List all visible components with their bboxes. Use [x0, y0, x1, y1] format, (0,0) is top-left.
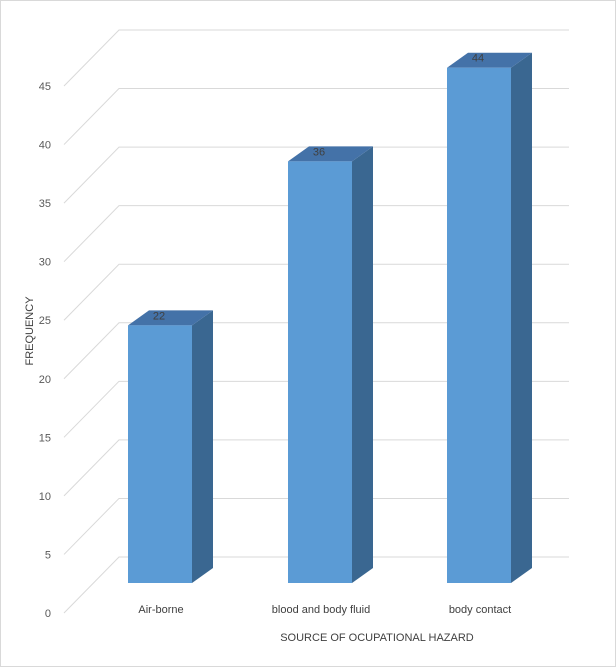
bar: 36: [288, 146, 373, 583]
y-tick-label: 10: [39, 491, 51, 503]
y-tick-label: 35: [39, 198, 51, 210]
x-category-label: Air-borne: [138, 604, 183, 616]
bar-side: [511, 52, 532, 583]
y-tick-label: 20: [39, 374, 51, 386]
gridline: [63, 29, 569, 87]
bars: 22 36 44: [128, 52, 532, 583]
y-tick-label: 40: [39, 140, 51, 152]
y-axis-title: FREQUENCY: [24, 296, 36, 366]
x-axis-categories: Air-borne blood and body fluid body contac…: [138, 604, 511, 616]
y-axis-ticks: 0 5 10 15 20 25 30 35 40 45: [39, 81, 51, 620]
gridline: [63, 439, 569, 497]
x-category-label: body contact: [449, 604, 511, 616]
gridline: [63, 263, 569, 321]
x-category-label: blood and body fluid: [272, 604, 370, 616]
gridline: [63, 380, 569, 438]
bar-top: [288, 146, 373, 162]
bar-front: [447, 67, 511, 583]
gridline: [63, 322, 569, 380]
bar-front: [288, 161, 352, 583]
gridline: [63, 497, 569, 555]
gridline: [63, 205, 569, 263]
y-tick-label: 15: [39, 432, 51, 444]
gridline: [63, 88, 569, 145]
gridlines: [63, 29, 569, 614]
x-axis-title: SOURCE OF OCUPATIONAL HAZARD: [280, 632, 474, 644]
y-tick-label: 25: [39, 315, 51, 327]
gridline: [63, 556, 569, 614]
y-tick-label: 5: [45, 549, 51, 561]
y-tick-label: 0: [45, 608, 51, 620]
data-label: 44: [472, 53, 484, 65]
y-tick-label: 45: [39, 81, 51, 93]
y-tick-label: 30: [39, 257, 51, 269]
data-label: 36: [313, 146, 325, 158]
data-label: 22: [153, 310, 165, 322]
bar-top: [128, 310, 213, 326]
bar: 22: [128, 310, 213, 583]
bar-top: [447, 52, 532, 68]
bar: 44: [447, 52, 532, 583]
gridline: [63, 146, 569, 204]
bar-side: [192, 310, 213, 583]
bar-side: [352, 146, 373, 583]
bar-front: [128, 325, 192, 583]
